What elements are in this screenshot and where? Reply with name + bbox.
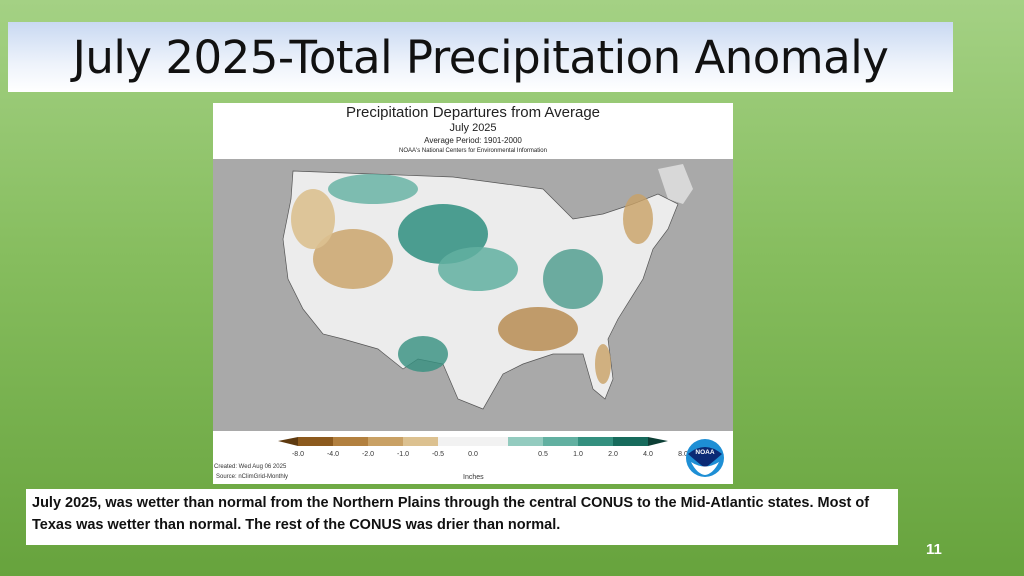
legend-tick-label: -4.0 (326, 451, 340, 458)
legend-swatch (613, 437, 648, 446)
legend-tick-label: 0.0 (468, 451, 478, 458)
map-average-period: Average Period: 1901-2000 (424, 136, 522, 145)
slide-title: July 2025-Total Precipitation Anomaly (72, 30, 889, 84)
legend-swatch (473, 437, 508, 446)
legend-swatch (508, 437, 543, 446)
noaa-logo: NOAA (686, 439, 724, 477)
legend-tick-label: -0.5 (431, 451, 445, 458)
legend-swatch (368, 437, 403, 446)
created-date: Created: Wed Aug 06 2025 (214, 464, 287, 470)
legend-under-arrow (278, 437, 298, 446)
legend-tick-label: 4.0 (643, 451, 653, 458)
legend-tick-label: 1.0 (573, 451, 583, 458)
slide-caption: July 2025, was wetter than normal from t… (26, 489, 898, 545)
map-title: Precipitation Departures from Average (345, 104, 601, 121)
legend-swatch (298, 437, 333, 446)
legend-units: Inches (463, 474, 484, 481)
svg-text:NOAA: NOAA (695, 449, 714, 456)
us-map-graphic (213, 159, 733, 431)
map-subtitle: July 2025 (449, 122, 497, 134)
legend-swatch (438, 437, 473, 446)
precipitation-map: Precipitation Departures from Average Ju… (213, 103, 733, 484)
slide-title-box: July 2025-Total Precipitation Anomaly (8, 22, 953, 92)
legend-over-arrow (648, 437, 668, 446)
legend-tick-label: 2.0 (608, 451, 618, 458)
legend-swatch (578, 437, 613, 446)
legend-colorbar (278, 437, 668, 446)
map-credit: NOAA's National Centers for Environmenta… (399, 148, 547, 154)
legend-tick-label: 8.0 (678, 451, 688, 458)
legend-swatch (333, 437, 368, 446)
legend-swatch (543, 437, 578, 446)
legend-swatch (403, 437, 438, 446)
page-number: 11 (926, 541, 942, 558)
legend-tick-label: 0.5 (538, 451, 548, 458)
legend-tick-label: -8.0 (291, 451, 305, 458)
data-source: Source: nClimGrid-Monthly (216, 474, 289, 480)
legend-tick-label: -1.0 (396, 451, 410, 458)
legend-tick-label: -2.0 (361, 451, 375, 458)
